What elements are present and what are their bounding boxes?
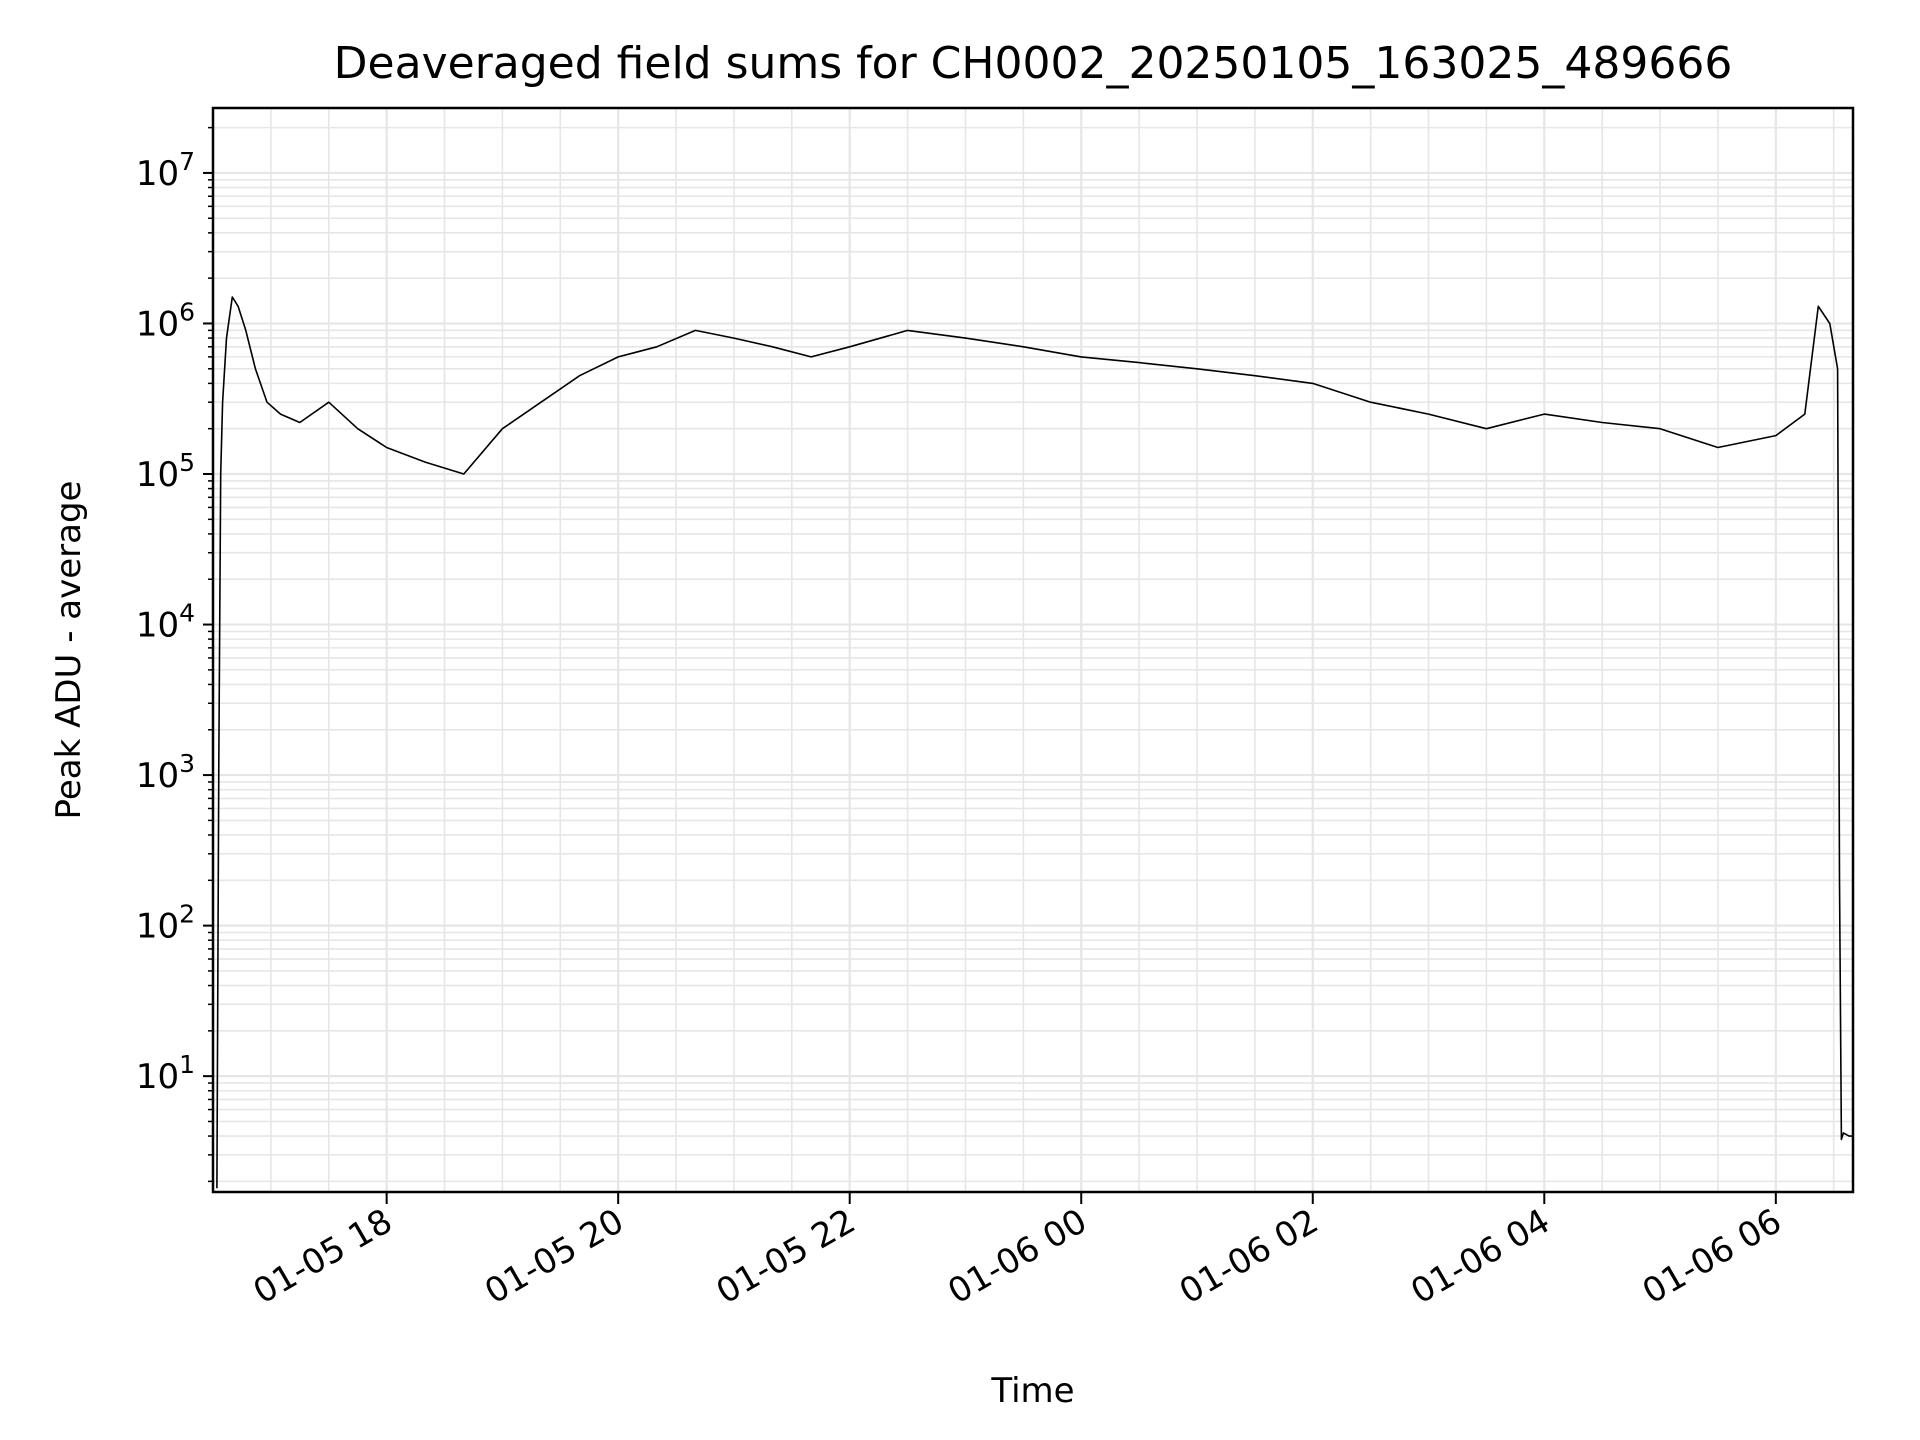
y-tick-label: 106	[136, 297, 195, 344]
x-tick-label: 01-06 00	[941, 1201, 1093, 1312]
x-tick-label: 01-05 18	[247, 1201, 399, 1312]
x-tick-label: 01-06 04	[1404, 1201, 1556, 1312]
y-tick-label: 104	[136, 599, 195, 646]
series-line	[216, 296, 1853, 1189]
x-tick-label: 01-06 06	[1636, 1201, 1788, 1312]
plot-frame	[211, 106, 1855, 1194]
y-axis-label: Peak ADU - average	[49, 481, 89, 820]
x-tick-label: 01-06 02	[1173, 1201, 1325, 1312]
x-tick-label: 01-05 22	[710, 1201, 862, 1312]
x-tick-label: 01-05 20	[478, 1201, 630, 1312]
grid	[212, 108, 1853, 1192]
y-tick-label: 103	[136, 749, 195, 796]
data-layer	[216, 296, 1853, 1189]
chart-title: Deaveraged field sums for CH0002_2025010…	[334, 38, 1733, 89]
x-axis-label: Time	[990, 1371, 1074, 1411]
ticks: 101 102 103 104 105 106 107 01-05 18 01-05 20 01-…	[136, 126, 1788, 1312]
y-tick-label: 102	[136, 900, 195, 947]
y-tick-label: 101	[136, 1050, 195, 1097]
y-tick-label: 105	[136, 448, 195, 495]
y-tick-label: 107	[136, 147, 195, 194]
